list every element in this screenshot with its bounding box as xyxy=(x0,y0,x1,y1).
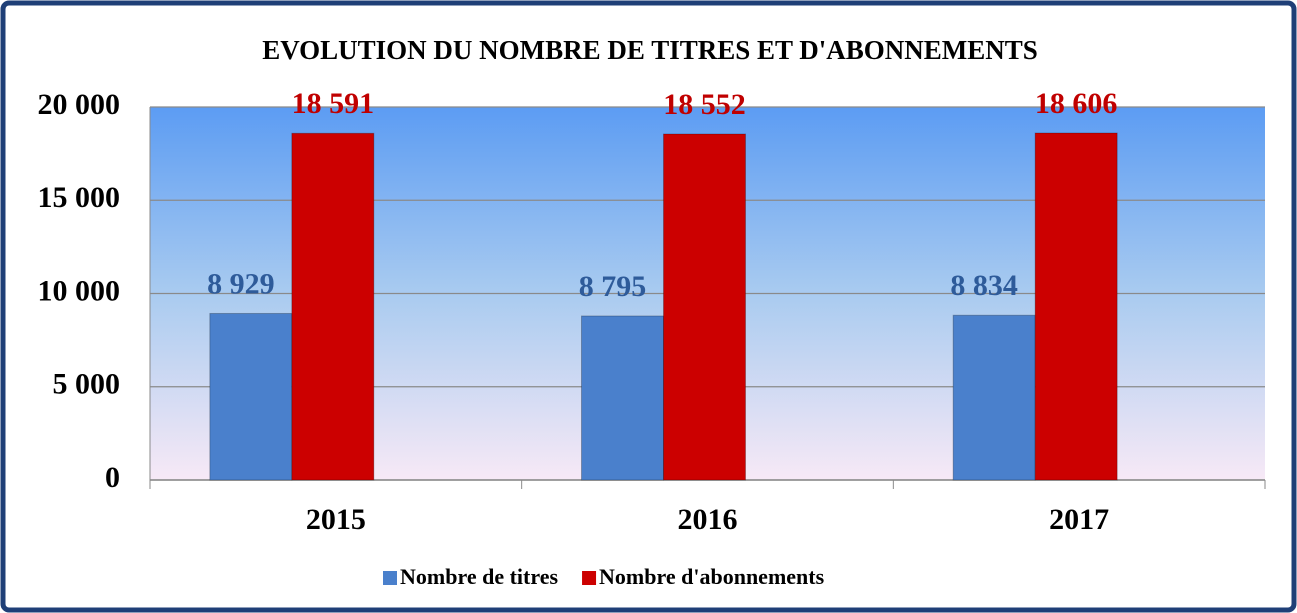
x-tick-label: 2015 xyxy=(306,503,366,536)
legend-label: Nombre d'abonnements xyxy=(599,564,825,589)
data-label: 8 795 xyxy=(579,270,647,303)
data-label: 18 591 xyxy=(292,87,375,120)
data-label: 8 834 xyxy=(950,269,1018,302)
bar xyxy=(1034,132,1118,481)
y-tick-label: 0 xyxy=(105,461,120,494)
y-tick-label: 5 000 xyxy=(53,368,121,401)
y-tick-label: 15 000 xyxy=(38,181,121,214)
bar xyxy=(663,133,746,481)
bar xyxy=(209,312,293,481)
y-tick-label: 20 000 xyxy=(38,88,121,121)
data-label: 18 552 xyxy=(663,88,746,121)
y-tick-label: 10 000 xyxy=(38,274,121,307)
bar xyxy=(581,315,664,481)
legend-swatch xyxy=(383,571,397,585)
bar xyxy=(291,132,375,481)
chart-title: EVOLUTION DU NOMBRE DE TITRES ET D'ABONN… xyxy=(262,35,1038,65)
x-tick-label: 2016 xyxy=(678,503,738,536)
data-label: 8 929 xyxy=(207,267,275,300)
x-tick-label: 2017 xyxy=(1049,503,1109,536)
data-label: 18 606 xyxy=(1035,87,1118,120)
bar xyxy=(952,314,1036,481)
legend-label: Nombre de titres xyxy=(400,564,558,589)
legend-swatch xyxy=(582,571,597,585)
